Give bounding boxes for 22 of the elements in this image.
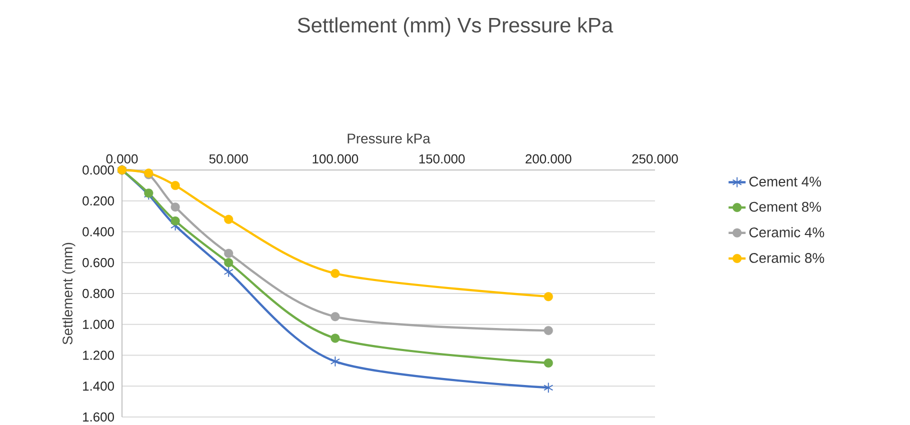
y-tick-label: 1.600 bbox=[83, 412, 114, 422]
x-tick-label: 100.000 bbox=[312, 154, 358, 164]
x-tick-label: 50.000 bbox=[209, 154, 248, 164]
legend-label: Ceramic 4% bbox=[749, 227, 824, 238]
legend-label: Cement 8% bbox=[749, 202, 822, 212]
y-axis-title: Settlement (mm) bbox=[62, 242, 76, 344]
x-tick-label: 200.000 bbox=[526, 154, 572, 164]
legend-label: Ceramic 8% bbox=[749, 252, 824, 263]
y-tick-label: 0.200 bbox=[82, 196, 114, 206]
x-tick-label: 250.000 bbox=[632, 154, 678, 164]
y-tick-label: 1.400 bbox=[83, 382, 114, 391]
y-tick-label: 0.800 bbox=[82, 288, 114, 298]
legend-label: Cement 4% bbox=[749, 176, 822, 187]
y-tick-label: 1.000 bbox=[83, 320, 114, 329]
x-axis-title: Pressure kPa bbox=[348, 133, 430, 144]
x-tick-label: 0.000 bbox=[106, 154, 138, 164]
y-tick-label: 0.400 bbox=[82, 227, 114, 236]
y-tick-label: 0.000 bbox=[82, 165, 114, 175]
y-tick-label: 1.200 bbox=[83, 350, 114, 360]
chart-title: Settlement (mm) Vs Pressure kPa bbox=[298, 17, 614, 37]
x-tick-label: 150.000 bbox=[419, 154, 465, 164]
y-tick-label: 0.600 bbox=[82, 258, 114, 268]
